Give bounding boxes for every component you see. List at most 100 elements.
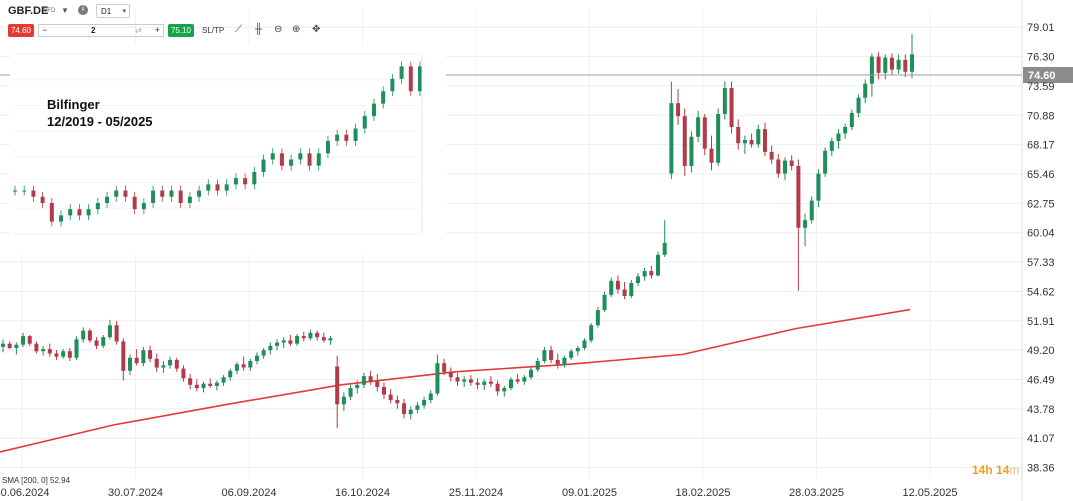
y-tick-label: 70.88 xyxy=(1027,110,1055,122)
inset-candle xyxy=(335,129,340,146)
symbol-dropdown-icon[interactable]: ▼ xyxy=(61,6,69,15)
candle-body xyxy=(535,361,540,370)
candle xyxy=(896,54,901,74)
candle xyxy=(883,54,888,80)
candle xyxy=(736,119,741,150)
candle-body xyxy=(495,383,500,392)
inset-candle-body xyxy=(77,209,82,216)
sma-200-line xyxy=(0,308,911,453)
inset-candle-body xyxy=(298,153,303,160)
candles-icon[interactable]: ╫ xyxy=(255,24,263,35)
candle xyxy=(388,389,393,404)
candle-body xyxy=(575,348,580,352)
swap-icon[interactable]: ⇄ xyxy=(135,26,142,35)
inset-candle xyxy=(307,148,312,171)
price-axis[interactable]: 79.01 76.30 73.59 70.88 68.17 65.46 62.75 60.04… xyxy=(1027,22,1055,474)
candle-body xyxy=(214,382,219,386)
candle xyxy=(789,155,794,171)
candle-body xyxy=(408,409,413,415)
candle xyxy=(682,108,687,176)
sell-button[interactable]: 74.60 xyxy=(8,24,34,37)
countdown-minutes: 14 xyxy=(996,463,1010,477)
inset-candle xyxy=(132,191,137,215)
candle xyxy=(729,81,734,134)
candle xyxy=(168,356,173,369)
candle-body xyxy=(642,271,647,277)
candle-body xyxy=(81,330,86,340)
candle-body xyxy=(702,117,707,149)
inset-candle-body xyxy=(95,202,100,210)
candle xyxy=(234,362,239,374)
price-badge xyxy=(1023,67,1073,83)
candle-body xyxy=(301,336,306,339)
candle-body xyxy=(448,371,453,378)
candle xyxy=(529,367,534,380)
line-chart-icon[interactable]: ⟋ xyxy=(235,24,242,35)
x-tick-label: 16.10.2024 xyxy=(335,487,390,499)
candle xyxy=(809,196,814,224)
candle xyxy=(903,54,908,78)
candle xyxy=(522,375,527,385)
candle-body xyxy=(515,379,520,382)
quantity-value[interactable]: 2 xyxy=(91,26,96,35)
inset-candle-body xyxy=(233,178,238,185)
candle xyxy=(749,133,754,148)
candle-body xyxy=(903,59,908,72)
time-axis[interactable]: 20.06.2024 30.07.2024 06.09.2024 16.10.2024… xyxy=(0,487,958,499)
candle xyxy=(642,267,647,281)
candle-body xyxy=(381,387,386,395)
symbol-label[interactable]: GBF.DE xyxy=(8,5,49,17)
info-icon[interactable]: i xyxy=(78,5,88,15)
inset-candle-body xyxy=(31,190,36,197)
candle-body xyxy=(428,393,433,400)
candle-body xyxy=(883,57,888,73)
candle xyxy=(161,361,166,373)
sma-indicator-label[interactable]: SMA [200, 0] 52.94 xyxy=(2,476,71,485)
candle xyxy=(315,330,320,341)
candle-body xyxy=(776,159,781,174)
candle-body xyxy=(909,54,915,72)
inset-candle-body xyxy=(316,153,321,166)
candle xyxy=(722,81,727,120)
candle xyxy=(823,147,828,177)
candle-body xyxy=(348,388,353,397)
candle xyxy=(174,357,179,372)
candle-body xyxy=(562,357,567,365)
quantity-stepper[interactable]: − 2 ⇄ + xyxy=(38,24,164,37)
candle xyxy=(676,89,681,125)
candle-body xyxy=(769,151,774,160)
inset-candle-body xyxy=(197,190,202,197)
x-tick-label: 25.11.2024 xyxy=(449,487,503,499)
candle-body xyxy=(696,117,701,137)
increase-quantity-button[interactable]: + xyxy=(154,25,160,35)
candle xyxy=(549,345,554,364)
candle xyxy=(709,135,714,171)
sltp-button[interactable]: SL/TP xyxy=(202,26,225,35)
buy-button[interactable]: 75.10 xyxy=(168,24,194,37)
y-tick-label: 46.49 xyxy=(1027,375,1055,387)
decrease-quantity-button[interactable]: − xyxy=(42,25,48,35)
countdown-hours: 14 xyxy=(972,463,986,477)
crosshair-icon[interactable]: ✥ xyxy=(312,24,321,35)
candle xyxy=(863,79,868,104)
candle-body xyxy=(896,59,901,70)
inset-candle-body xyxy=(68,209,73,216)
candle-body xyxy=(141,350,146,364)
candle-body xyxy=(161,365,166,368)
candle xyxy=(301,331,306,342)
inset-candle-body xyxy=(132,196,137,210)
inset-candle xyxy=(187,191,192,208)
timeframe-select[interactable]: D1 ▾ xyxy=(96,4,130,18)
zoom-in-icon[interactable]: ⊕ xyxy=(292,24,301,35)
zoom-out-icon[interactable]: ⊖ xyxy=(274,24,283,35)
candle xyxy=(783,157,788,181)
inset-candle xyxy=(353,123,358,146)
candle xyxy=(889,53,894,75)
inset-candle-body xyxy=(105,196,110,203)
candle xyxy=(328,336,333,345)
inset-candle xyxy=(40,191,45,208)
inset-candle xyxy=(215,179,220,196)
candle-countdown: 14h 14m xyxy=(972,463,1019,477)
candle-body xyxy=(114,325,119,342)
inset-candle-body xyxy=(418,66,422,92)
